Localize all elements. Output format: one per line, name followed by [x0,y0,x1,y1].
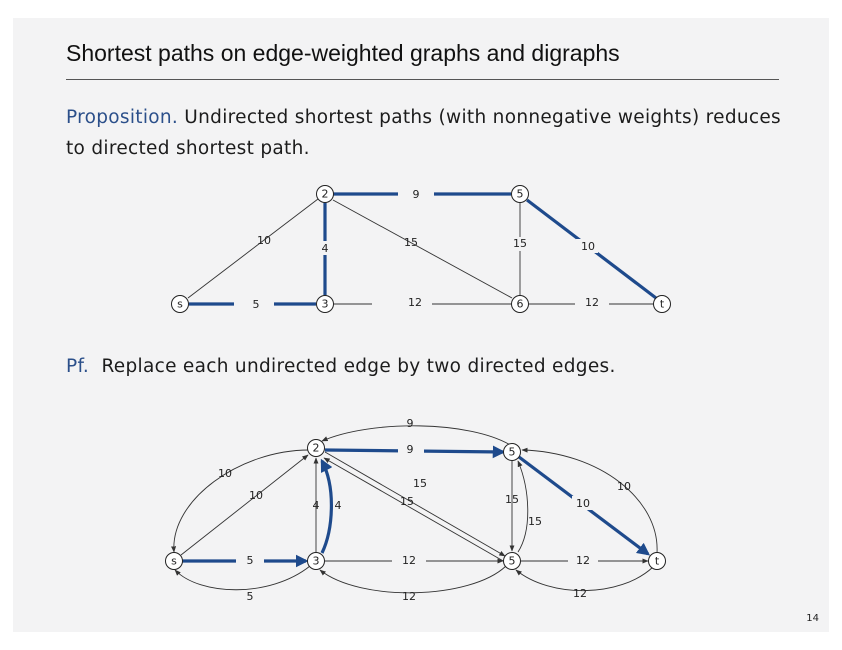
proposition-text-line1: Undirected shortest paths (with nonnegat… [178,107,781,128]
d-weight-t-5b: 12 [573,587,587,600]
d-weight-s-3: 5 [247,554,254,567]
d-edge-2-s [171,449,310,553]
d-weight-3-5b: 12 [402,554,416,567]
d-weight-5-2: 9 [407,417,414,430]
d-edge-2-5b [324,451,506,557]
d-edge-5-2 [321,425,513,447]
d-node-5-top: 5 [503,443,521,461]
page-number: 14 [806,613,819,624]
svg-text:3: 3 [313,555,320,568]
u-edge-s-2 [187,198,319,299]
proposition-label: Proposition. [66,107,179,128]
d-weight-5t-5b: 15 [505,493,519,506]
title-divider [66,79,779,80]
proof-label: Pf. [66,356,90,377]
d-weight-t-5t: 10 [617,480,631,493]
u-node-t: t [653,295,671,313]
u-weight-s-2: 10 [257,234,271,247]
u-node-3: 3 [316,295,334,313]
slide-title: Shortest paths on edge-weighted graphs a… [66,40,620,66]
d-node-5-bottom: 5 [503,552,521,570]
d-weight-5b-2: 15 [413,477,427,490]
svg-text:5: 5 [509,555,516,568]
svg-text:5: 5 [517,188,524,201]
d-node-3: 3 [307,552,325,570]
d-edge-5b-3 [319,565,507,594]
d-weight-5b-3: 12 [402,590,416,603]
d-edge-3-s [174,565,311,591]
directed-graph: 9 9 10 10 4 4 15 15 15 15 10 10 5 5 12 1… [165,417,666,603]
d-edge-t-5t [521,447,658,554]
u-node-s: s [171,295,189,313]
slide: Shortest paths on edge-weighted graphs a… [13,18,829,632]
proposition-text-line2: to directed shortest path. [66,138,310,159]
svg-text:2: 2 [313,442,320,455]
d-edge-5b-2 [323,457,506,563]
proof-paragraph: Pf. Replace each undirected edge by two … [66,351,616,382]
u-weight-s-3: 5 [253,298,260,311]
d-node-t: t [648,552,666,570]
svg-text:5: 5 [509,446,516,459]
u-edge-2-6 [332,199,513,299]
u-node-2: 2 [316,185,334,203]
u-node-6: 6 [511,295,529,313]
d-edge-s-2 [180,454,309,556]
d-weight-2-5b: 15 [400,495,414,508]
d-weight-5b-t: 12 [576,554,590,567]
u-weight-2-3: 4 [322,242,329,255]
d-node-2: 2 [307,439,325,457]
u-weight-5-6: 15 [513,237,527,250]
u-weight-6-t: 12 [585,296,599,309]
d-node-s: s [165,552,183,570]
svg-text:6: 6 [517,298,524,311]
u-node-5: 5 [511,185,529,203]
d-weight-3-s: 5 [247,590,254,603]
u-weight-3-6: 12 [408,296,422,309]
svg-text:s: s [177,298,183,311]
d-weight-2-s: 10 [218,467,232,480]
d-weight-s-2: 10 [249,489,263,502]
d-edge-3-2-thick [320,458,333,554]
svg-text:3: 3 [322,298,329,311]
proposition-paragraph: Proposition. Undirected shortest paths (… [66,102,781,164]
u-weight-2-6: 15 [404,236,418,249]
d-edge-t-5b [515,566,654,592]
u-weight-5-t: 10 [581,240,595,253]
svg-text:s: s [171,555,177,568]
svg-text:t: t [655,555,660,568]
svg-text:t: t [660,298,665,311]
d-weight-2-5t: 9 [407,443,414,456]
svg-text:2: 2 [322,188,329,201]
undirected-graph: 9 10 4 15 15 10 5 12 12 2 5 s 3 [171,185,671,313]
u-weight-2-5: 9 [413,188,420,201]
d-edge-5b-5t [517,460,529,553]
d-weight-3-2: 4 [313,499,320,512]
proof-text: Replace each undirected edge by two dire… [89,356,616,377]
d-weight-3-2-thick: 4 [335,499,342,512]
d-weight-5t-t: 10 [576,497,590,510]
d-weight-5b-5t: 15 [528,515,542,528]
